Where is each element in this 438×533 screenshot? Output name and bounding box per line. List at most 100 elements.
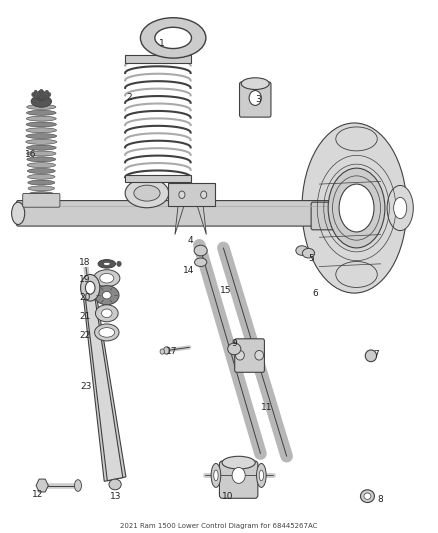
Polygon shape [84,297,126,481]
Circle shape [47,92,51,96]
Ellipse shape [27,110,56,115]
Ellipse shape [241,78,269,90]
Ellipse shape [228,343,241,355]
Ellipse shape [360,490,374,503]
Ellipse shape [214,470,218,481]
Ellipse shape [28,180,55,185]
Ellipse shape [336,127,377,151]
Ellipse shape [364,493,371,499]
FancyBboxPatch shape [23,193,60,207]
Ellipse shape [27,168,55,173]
FancyBboxPatch shape [311,202,352,230]
Ellipse shape [194,245,207,256]
Ellipse shape [95,324,119,341]
Polygon shape [175,203,185,235]
Circle shape [32,92,35,96]
Polygon shape [196,203,206,235]
Ellipse shape [27,157,56,162]
FancyBboxPatch shape [240,82,271,117]
Ellipse shape [74,480,81,491]
Circle shape [37,90,46,101]
Circle shape [160,349,164,354]
Text: 17: 17 [166,347,177,356]
Ellipse shape [255,351,264,360]
Circle shape [39,89,43,93]
Ellipse shape [394,197,407,219]
Ellipse shape [236,351,244,360]
Ellipse shape [28,192,54,197]
Ellipse shape [12,202,25,224]
Ellipse shape [134,185,160,201]
Circle shape [45,90,49,94]
Ellipse shape [26,116,56,121]
Text: 13: 13 [110,491,121,500]
Ellipse shape [102,292,111,299]
Text: 16: 16 [25,150,36,159]
Circle shape [201,191,207,198]
Ellipse shape [103,262,110,265]
Ellipse shape [94,270,120,287]
Ellipse shape [194,258,207,266]
Ellipse shape [222,456,255,469]
FancyBboxPatch shape [235,339,265,372]
Text: 6: 6 [312,288,318,297]
Text: 2: 2 [127,93,132,102]
Ellipse shape [211,464,221,487]
FancyBboxPatch shape [125,55,191,63]
Text: 23: 23 [80,382,92,391]
FancyBboxPatch shape [125,174,191,182]
Ellipse shape [302,123,407,293]
FancyBboxPatch shape [16,200,352,226]
Ellipse shape [27,163,56,167]
Text: 21: 21 [79,312,91,321]
Ellipse shape [31,95,52,107]
Ellipse shape [102,309,112,318]
Ellipse shape [26,140,57,144]
Ellipse shape [26,145,56,150]
Ellipse shape [141,18,206,58]
Text: 7: 7 [373,350,379,359]
Ellipse shape [296,246,308,255]
Text: 5: 5 [308,254,314,263]
Circle shape [39,95,43,100]
Ellipse shape [339,184,374,232]
Circle shape [34,90,38,94]
Text: 9: 9 [231,339,237,348]
Ellipse shape [26,134,57,139]
Text: 8: 8 [378,495,383,504]
Ellipse shape [125,179,169,208]
Ellipse shape [95,286,119,305]
Ellipse shape [257,464,266,487]
Ellipse shape [99,328,115,337]
Circle shape [117,261,121,266]
Circle shape [249,91,261,106]
Text: 20: 20 [79,293,91,302]
Ellipse shape [27,104,56,109]
Ellipse shape [81,274,100,301]
Text: 4: 4 [188,237,194,246]
Text: 15: 15 [220,286,231,295]
Circle shape [232,467,245,483]
Text: 18: 18 [79,258,91,266]
FancyBboxPatch shape [168,182,215,206]
Ellipse shape [302,248,314,258]
Circle shape [34,95,38,99]
Ellipse shape [26,128,57,133]
Ellipse shape [28,186,55,191]
Circle shape [179,191,185,198]
Text: 2021 Ram 1500 Lower Control Diagram for 68445267AC: 2021 Ram 1500 Lower Control Diagram for … [120,523,318,529]
Ellipse shape [336,262,377,287]
Ellipse shape [85,281,95,294]
Text: 1: 1 [159,39,165,48]
Ellipse shape [109,479,121,490]
Circle shape [45,95,49,99]
Ellipse shape [365,350,377,362]
Ellipse shape [100,273,114,283]
Text: 19: 19 [79,274,91,284]
Ellipse shape [328,168,385,248]
Ellipse shape [28,174,55,179]
Ellipse shape [155,27,191,49]
Ellipse shape [98,260,116,268]
Text: 10: 10 [222,491,233,500]
Text: 12: 12 [32,489,43,498]
